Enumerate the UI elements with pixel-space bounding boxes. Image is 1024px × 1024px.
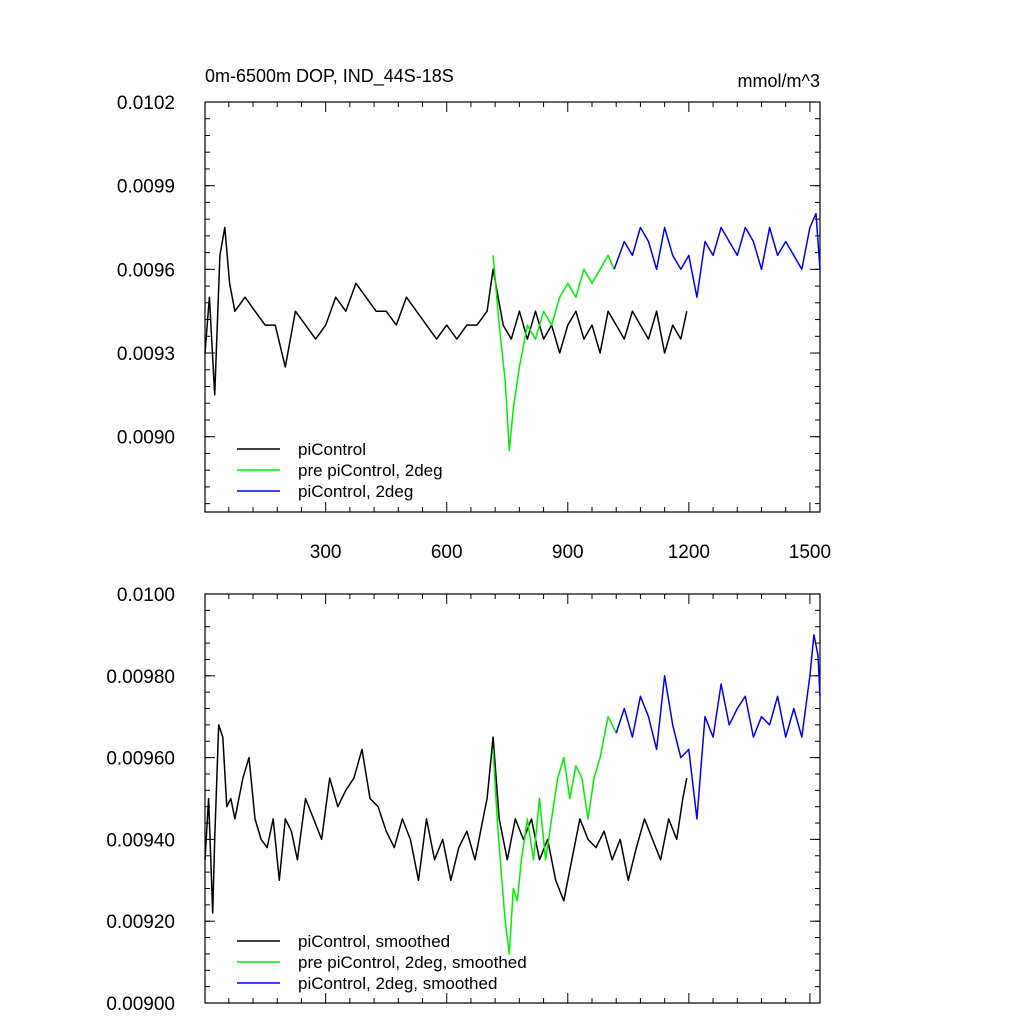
y-tick-label: 0.0100 bbox=[117, 585, 175, 606]
y-tick-label: 0.00980 bbox=[106, 667, 175, 688]
plot-frame bbox=[204, 101, 821, 513]
y-tick-label: 0.0090 bbox=[117, 428, 175, 449]
y-tick-label: 0.0093 bbox=[117, 344, 175, 365]
x-tick-label: 300 bbox=[310, 542, 342, 563]
x-tick-label: 1200 bbox=[668, 542, 710, 563]
legend-label: pre piControl, 2deg bbox=[298, 461, 443, 480]
y-tick-label: 0.00960 bbox=[106, 749, 175, 770]
units-label: mmol/m^3 bbox=[738, 71, 820, 91]
y-tick-label: 0.0096 bbox=[117, 260, 175, 281]
top-chart-panel: 0m-6500m DOP, IND_44S-18S mmol/m^3 0.009… bbox=[117, 66, 831, 563]
x-tick-label: 1500 bbox=[789, 542, 831, 563]
chart-title: 0m-6500m DOP, IND_44S-18S bbox=[205, 66, 454, 87]
series-line-2 bbox=[615, 634, 821, 820]
y-tick-label: 0.00940 bbox=[106, 830, 175, 851]
x-tick-label: 600 bbox=[431, 542, 463, 563]
y-tick-label: 0.0099 bbox=[117, 177, 175, 198]
series-line-1 bbox=[492, 254, 615, 452]
legend-label: piControl, 2deg, smoothed bbox=[298, 974, 497, 993]
y-tick-label: 0.0102 bbox=[117, 93, 175, 114]
series-line-0 bbox=[204, 724, 688, 914]
y-tick-label: 0.00920 bbox=[106, 912, 175, 933]
legend-label: pre piControl, 2deg, smoothed bbox=[298, 953, 527, 972]
plot-frame bbox=[204, 593, 821, 1004]
legend-label: piControl, smoothed bbox=[298, 932, 450, 951]
series-line-0 bbox=[204, 226, 688, 396]
legend-label: piControl, 2deg bbox=[298, 482, 413, 501]
series-line-1 bbox=[492, 715, 617, 955]
x-tick-label: 900 bbox=[552, 542, 584, 563]
bottom-chart-panel: 0.00900 0.00920 0.00940 0.00960 0.00980 0.010… bbox=[106, 585, 821, 1015]
y-tick-label: 0.00900 bbox=[106, 994, 175, 1015]
legend-label: piControl bbox=[298, 440, 366, 459]
series-line-2 bbox=[613, 212, 821, 298]
